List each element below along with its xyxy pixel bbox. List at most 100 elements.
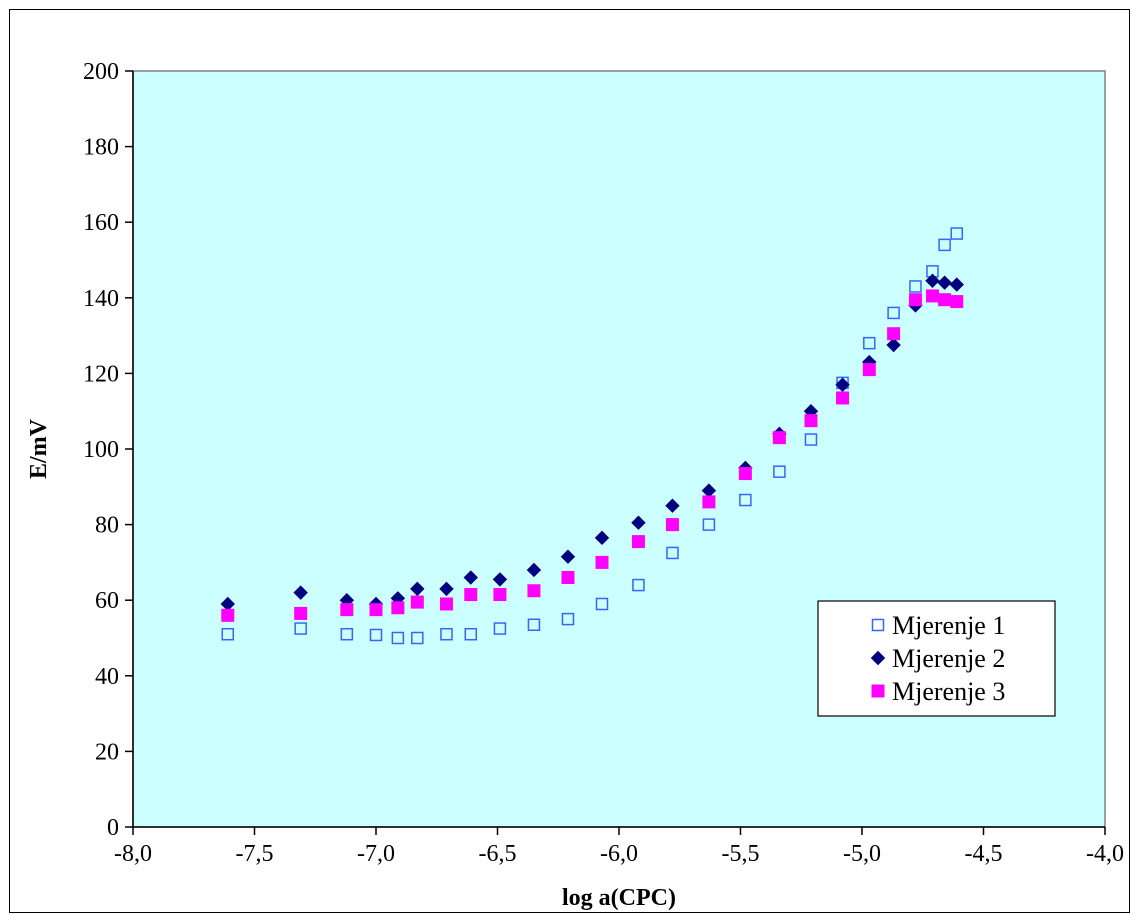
data-point bbox=[804, 433, 818, 446]
data-point bbox=[464, 588, 478, 602]
data-point bbox=[221, 608, 235, 622]
data-point bbox=[950, 227, 964, 240]
legend-item-2: Mjerenje 2 bbox=[870, 644, 1005, 673]
data-point bbox=[631, 515, 646, 530]
data-point bbox=[773, 465, 786, 478]
data-point bbox=[560, 549, 576, 564]
x-axis-title: log a(CPC) bbox=[562, 885, 676, 911]
y-tick-label: 200 bbox=[83, 59, 119, 85]
data-point bbox=[835, 377, 850, 392]
x-tick-label: -4,5 bbox=[965, 841, 1003, 867]
data-point bbox=[949, 277, 964, 292]
data-point bbox=[631, 535, 645, 549]
x-tick-label: -7,0 bbox=[357, 841, 395, 867]
data-point bbox=[492, 572, 508, 587]
y-tick-label: 140 bbox=[83, 286, 119, 312]
y-tick-label: 80 bbox=[95, 513, 119, 539]
data-point bbox=[938, 238, 951, 252]
data-point bbox=[340, 627, 354, 641]
y-tick-label: 20 bbox=[95, 739, 119, 765]
data-point bbox=[369, 603, 383, 617]
x-tick-label: -6,0 bbox=[600, 841, 638, 867]
y-tick-label: 180 bbox=[83, 135, 119, 161]
legend-marker bbox=[871, 618, 885, 632]
y-tick-label: 40 bbox=[95, 664, 119, 690]
axes-group: 0 20 40 60 80 100 120 140 160 180 200 -8,0 -7,5 -7,0 -… bbox=[83, 59, 1124, 867]
data-point bbox=[463, 570, 478, 585]
series-group bbox=[220, 227, 964, 645]
data-point bbox=[493, 622, 507, 635]
data-point bbox=[595, 597, 609, 611]
x-tick-label: -5,0 bbox=[843, 841, 881, 867]
data-point bbox=[665, 498, 680, 513]
legend-label: Mjerenje 1 bbox=[892, 611, 1005, 640]
data-point bbox=[702, 518, 716, 531]
data-point bbox=[439, 581, 454, 597]
data-point bbox=[561, 571, 575, 585]
data-point bbox=[391, 601, 405, 615]
data-point bbox=[666, 546, 679, 560]
data-point bbox=[665, 518, 679, 532]
legend-box bbox=[817, 600, 1056, 717]
series-3 bbox=[221, 289, 964, 622]
data-point bbox=[527, 618, 541, 632]
y-tick-label: 160 bbox=[83, 210, 119, 236]
y-axis-title: E/mV bbox=[26, 418, 52, 479]
legend-marker bbox=[870, 650, 886, 666]
series-2 bbox=[220, 273, 964, 612]
data-point bbox=[594, 530, 610, 546]
data-point bbox=[887, 327, 901, 341]
data-point bbox=[925, 273, 940, 288]
data-point bbox=[702, 495, 716, 509]
data-point bbox=[937, 275, 952, 290]
data-point bbox=[440, 627, 453, 641]
data-point bbox=[886, 337, 901, 353]
legend-label: Mjerenje 2 bbox=[892, 644, 1005, 673]
x-tick-label: -8,0 bbox=[114, 841, 152, 867]
data-point bbox=[410, 581, 425, 597]
data-point bbox=[527, 584, 541, 598]
x-tick-label: -6,5 bbox=[479, 841, 517, 867]
data-point bbox=[340, 603, 354, 617]
legend-label: Mjerenje 3 bbox=[892, 677, 1005, 706]
x-tick-label: -4,0 bbox=[1086, 841, 1124, 867]
y-tick-label: 100 bbox=[83, 437, 119, 463]
series-1 bbox=[221, 227, 964, 645]
data-point bbox=[632, 578, 645, 592]
data-point bbox=[410, 595, 424, 609]
legend-item-3: Mjerenje 3 bbox=[871, 677, 1005, 706]
data-point bbox=[561, 612, 575, 626]
data-point bbox=[908, 293, 922, 307]
data-point bbox=[439, 597, 453, 611]
legend: Mjerenje 1 Mjerenje 2 Mjerenje 3 bbox=[817, 600, 1056, 717]
data-point bbox=[863, 336, 876, 350]
data-point bbox=[595, 555, 609, 569]
data-point bbox=[411, 631, 424, 645]
data-point bbox=[294, 606, 308, 620]
y-tick-label: 0 bbox=[107, 815, 119, 841]
data-point bbox=[369, 628, 383, 642]
data-point bbox=[294, 622, 307, 635]
data-point bbox=[221, 627, 235, 641]
data-point bbox=[938, 293, 952, 307]
y-tick-label: 60 bbox=[95, 588, 119, 614]
data-point bbox=[738, 467, 752, 481]
x-tick-label: -7,5 bbox=[236, 841, 274, 867]
data-point bbox=[836, 391, 850, 405]
data-point bbox=[391, 631, 405, 645]
data-point bbox=[862, 363, 876, 377]
data-point bbox=[909, 280, 922, 293]
data-point bbox=[293, 585, 308, 600]
data-point bbox=[887, 306, 900, 320]
data-point bbox=[739, 493, 752, 507]
data-point bbox=[925, 289, 939, 303]
y-tick-label: 120 bbox=[83, 361, 119, 387]
legend-marker bbox=[871, 684, 885, 698]
data-point bbox=[804, 414, 818, 428]
data-point bbox=[772, 431, 786, 445]
data-point bbox=[464, 627, 478, 641]
data-point bbox=[950, 295, 964, 309]
data-point bbox=[493, 588, 507, 602]
data-point bbox=[526, 562, 542, 578]
